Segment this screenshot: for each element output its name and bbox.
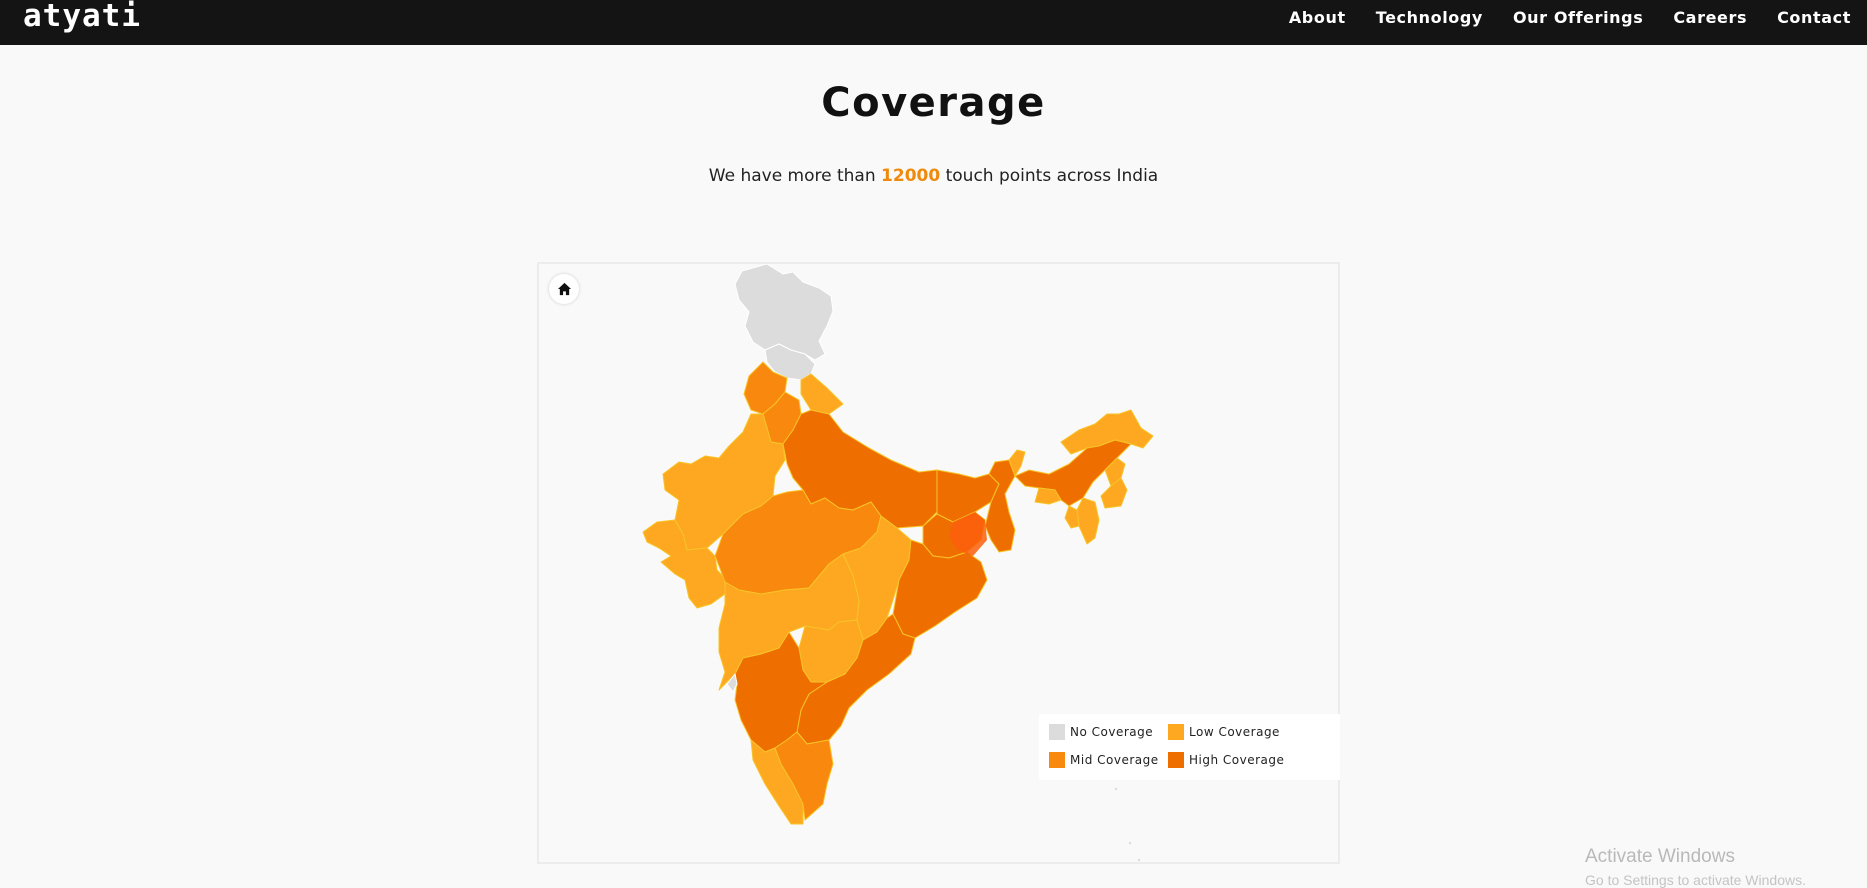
island-speck-1: [1128, 841, 1132, 845]
legend-label-mid: Mid Coverage: [1070, 753, 1159, 767]
windows-watermark-title: Activate Windows: [1585, 846, 1735, 867]
legend-swatch-high: [1168, 752, 1184, 768]
coverage-subtitle: We have more than 12000 touch points acr…: [0, 166, 1867, 186]
region-meghalaya[interactable]: [1034, 487, 1062, 505]
island-speck-2: [1137, 858, 1141, 862]
legend-swatch-no: [1049, 724, 1065, 740]
nav-technology-link[interactable]: Technology: [1375, 7, 1483, 27]
top-navbar: atyati About Technology Our Offerings Ca…: [0, 0, 1867, 45]
legend-item-low: Low Coverage: [1168, 724, 1280, 740]
region-mizoram[interactable]: [1076, 497, 1100, 545]
legend-item-no: No Coverage: [1049, 724, 1153, 740]
nav-offerings-link[interactable]: Our Offerings: [1512, 7, 1644, 27]
region-karnataka[interactable]: [734, 631, 828, 753]
legend-swatch-mid: [1049, 752, 1065, 768]
home-icon: [557, 282, 571, 296]
touch-points-count: 12000: [881, 166, 941, 186]
legend-item-mid: Mid Coverage: [1049, 752, 1159, 768]
region-hover-highlight: [949, 512, 987, 556]
region-manipur[interactable]: [1100, 477, 1128, 509]
legend-label-no: No Coverage: [1070, 725, 1154, 739]
subtitle-text-after: touch points across India: [945, 166, 1159, 186]
nav-careers-link[interactable]: Careers: [1673, 7, 1748, 27]
nav-contact-link[interactable]: Contact: [1777, 7, 1851, 27]
subtitle-text-before: We have more than: [708, 166, 876, 186]
region-andhra-pradesh[interactable]: [796, 613, 916, 745]
legend-label-low: Low Coverage: [1189, 725, 1280, 739]
island-speck-0: [1114, 787, 1118, 791]
page-title: Coverage: [821, 80, 1046, 126]
legend-item-high: High Coverage: [1168, 752, 1284, 768]
windows-watermark-subtitle: Go to Settings to activate Windows.: [1585, 872, 1806, 888]
region-goa[interactable]: [726, 673, 738, 693]
region-kerala[interactable]: [750, 739, 804, 825]
map-legend: No Coverage Low Coverage Mid Coverage Hi…: [1039, 714, 1340, 780]
region-tamil-nadu[interactable]: [774, 731, 834, 821]
region-gujarat[interactable]: [642, 519, 726, 609]
region-tripura[interactable]: [1064, 505, 1080, 529]
coverage-map: No Coverage Low Coverage Mid Coverage Hi…: [537, 262, 1340, 864]
legend-label-high: High Coverage: [1189, 753, 1285, 767]
region-nagaland[interactable]: [1104, 457, 1126, 487]
legend-swatch-low: [1168, 724, 1184, 740]
atyati-logo[interactable]: atyati: [23, 0, 141, 34]
region-uttarakhand[interactable]: [800, 373, 844, 415]
region-jammu-and-kashmir[interactable]: [734, 264, 834, 361]
region-sikkim[interactable]: [1008, 449, 1026, 477]
region-west-bengal[interactable]: [984, 459, 1016, 553]
region-odisha[interactable]: [892, 539, 988, 639]
map-home-button[interactable]: [549, 274, 579, 304]
india-map: [642, 264, 1154, 862]
nav-about-link[interactable]: About: [1288, 7, 1346, 27]
main-nav: About Technology Our Offerings Careers C…: [1259, 0, 1851, 34]
